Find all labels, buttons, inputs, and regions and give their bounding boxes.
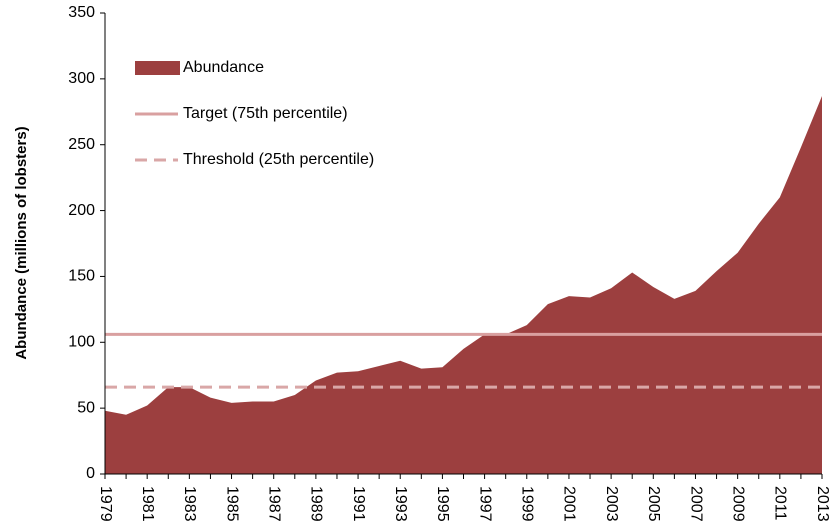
- x-tick-label: 1997: [476, 486, 493, 522]
- area: [105, 95, 822, 474]
- legend-label: Abundance: [183, 59, 264, 76]
- x-tick-label: 1985: [223, 486, 240, 522]
- y-tick-label: 250: [68, 136, 95, 153]
- x-tick-label: 2011: [772, 486, 789, 521]
- y-tick-label: 50: [77, 399, 95, 416]
- x-tick-label: 2005: [645, 486, 662, 522]
- x-tick-label: 1993: [392, 486, 409, 522]
- y-tick-label: 100: [68, 334, 95, 351]
- y-tick-label: 350: [68, 4, 95, 21]
- x-tick-label: 1995: [434, 486, 451, 522]
- x-tick-label: 1991: [350, 486, 367, 522]
- x-tick-label: 2009: [729, 486, 746, 522]
- x-tick-label: 2001: [561, 486, 578, 522]
- y-tick-label: 200: [68, 202, 95, 219]
- legend-label: Threshold (25th percentile): [183, 151, 374, 168]
- x-tick-label: 1979: [97, 486, 114, 522]
- x-tick-label: 2013: [814, 486, 831, 522]
- x-tick-label: 1989: [308, 486, 325, 522]
- legend-label: Target (75th percentile): [183, 105, 348, 122]
- y-tick-label: 150: [68, 268, 95, 285]
- y-tick-label: 300: [68, 70, 95, 87]
- y-tick-label: 0: [86, 465, 95, 482]
- y-axis-title: Abundance (millions of lobsters): [13, 126, 30, 359]
- x-tick-label: 2003: [603, 486, 620, 522]
- x-tick-label: 1981: [139, 486, 156, 522]
- legend-swatch: [135, 61, 180, 75]
- x-tick-label: 1999: [519, 486, 536, 522]
- x-tick-label: 2007: [687, 486, 704, 522]
- x-tick-label: 1983: [181, 486, 198, 522]
- x-tick-label: 1987: [265, 486, 282, 522]
